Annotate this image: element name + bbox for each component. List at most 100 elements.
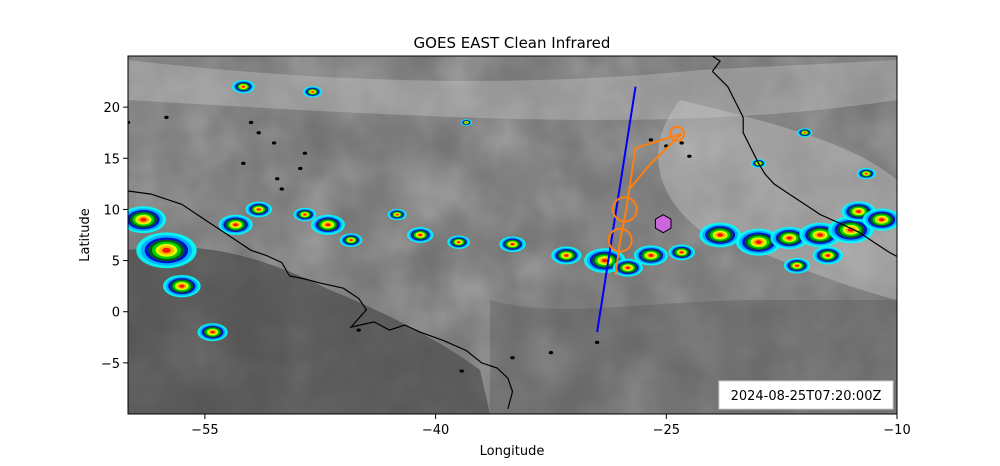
cloud-cell [964,239,968,241]
cloud-cell [910,182,916,185]
cloud-cell [349,239,353,242]
island [648,138,654,142]
cloud-cell [904,179,920,189]
cloud-cell [953,232,979,248]
cloud-cell [648,254,654,257]
cloud-cell [963,238,970,242]
cloud-cell [256,208,261,211]
island [679,141,684,145]
y-tick-label: 0 [112,306,120,321]
cloud-cell [926,199,944,210]
axes-frame [127,55,898,415]
cloud-cell [908,181,916,186]
y-tick-label: 15 [103,152,120,167]
island [164,115,169,119]
cloud-cell [901,177,924,190]
convective-clouds [128,79,1000,342]
island [274,177,280,181]
coastline [711,56,721,72]
cloud-cell [933,203,937,206]
cloud-cell [140,217,147,222]
cloud-cell [311,91,314,93]
cloud-cell [755,240,762,245]
orange-track-circle [607,227,633,253]
orange-track-line [614,132,683,276]
dark-region-south-america [128,246,490,414]
island [128,120,131,125]
cloud-cell [911,183,914,185]
cloud-cell [601,258,608,263]
island [548,351,554,355]
orange-track-circle [611,196,638,223]
cloud-cell [825,254,830,257]
cloud-cell [817,233,824,237]
x-tick-label: −10 [883,423,910,438]
cloud-cell [996,265,1000,276]
x-axis-label: Longitude [480,444,545,459]
island [687,154,692,158]
x-tick-label: −25 [653,423,680,438]
plot-area [128,56,1000,414]
cloud-cell [233,223,239,227]
cloud-cell [625,266,630,269]
cloud-cell [991,263,1000,279]
cloud-cell [717,233,724,237]
cloud-cell [325,223,331,227]
cloud-cell [925,198,947,211]
cloud-cell [679,251,684,254]
island [510,356,515,360]
cloud-cell [957,234,976,245]
cloud-cell [878,218,885,222]
island [459,369,464,373]
cloud-cell [907,181,918,187]
cloud-cell [864,172,868,175]
cloud-cell [989,261,1000,280]
cloud-cell [510,243,515,246]
y-tick-label: −5 [101,357,120,372]
cloud-cell [465,122,468,123]
cloud-cell [564,254,569,257]
cloud-cell [179,284,185,288]
island [356,328,361,332]
y-axis-label: Latitude [78,208,93,262]
cloud-cell [395,213,399,216]
cloud-cell [856,210,861,213]
cloud-cell [795,264,799,267]
island [256,131,261,135]
y-tick-label: 5 [112,255,120,270]
x-tick-label: −55 [191,423,218,438]
y-tick-label: 10 [103,203,120,218]
cloud-cell [803,132,806,134]
track-overlays [596,86,686,333]
coastline [711,70,897,258]
island [248,120,254,125]
timestamp-box: 2024-08-25T07:20:00Z [718,380,894,410]
island [302,151,308,155]
island [279,187,284,191]
cloud-cell [903,178,922,189]
island [594,340,600,344]
chart-title: GOES EAST Clean Infrared [414,34,611,52]
y-tick-label: 20 [103,101,120,116]
island [298,166,303,171]
cloud-cell [786,236,792,240]
timestamp-label: 2024-08-25T07:20:00Z [731,389,882,404]
cloud-cell [960,236,973,244]
bright-cloud-band [128,60,897,120]
y-axis-ticks: 20 15 10 5 0 −5 [101,101,128,372]
cloud-cell [241,85,245,88]
x-axis-ticks: −55 −40 −25 −10 [191,414,911,438]
cloud-cell [162,247,171,253]
cloud-cell [930,201,941,207]
hexagon-marker [654,214,672,234]
cloud-cell [955,233,977,246]
coastline [128,190,514,410]
cloud-cell [920,195,950,213]
cloud-cell [923,197,949,212]
cloud-cell [418,233,423,237]
cloud-cell [961,237,971,243]
cloud-cell [457,241,461,244]
cloud-cell [993,264,1000,277]
orange-track-circle [669,125,686,142]
